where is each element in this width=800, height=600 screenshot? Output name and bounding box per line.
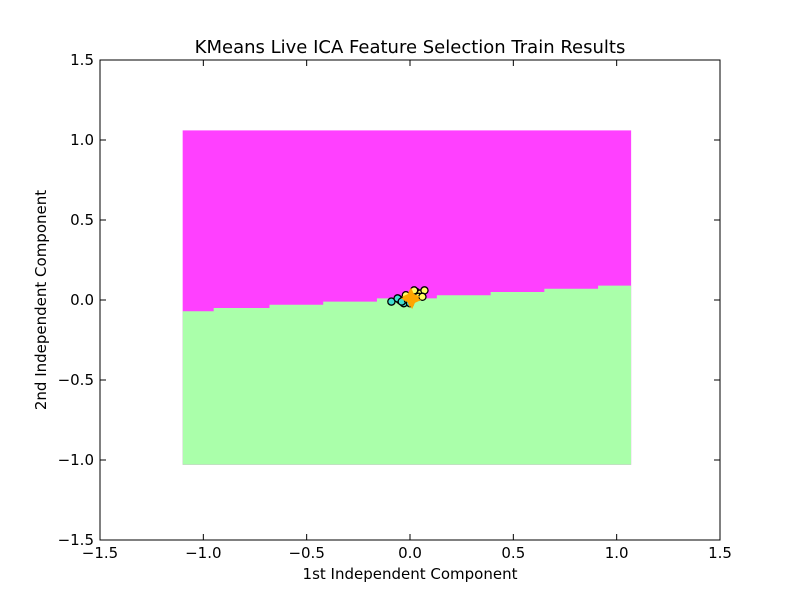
x-axis-title: 1st Independent Component	[303, 565, 518, 583]
x-tick-label: 1.0	[605, 544, 629, 562]
y-axis-title: 2nd Independent Component	[32, 190, 50, 410]
centroid-marker	[401, 287, 421, 307]
plot-area	[99, 59, 721, 541]
x-tick-label: 0.5	[501, 544, 525, 562]
x-tick-label: −0.5	[288, 544, 324, 562]
centroid-marker-part	[401, 292, 421, 301]
x-tick-label: −1.5	[82, 544, 118, 562]
y-tick-label: 0.0	[70, 291, 94, 309]
y-tick-label: 1.5	[70, 51, 94, 69]
y-tick-label: −0.5	[58, 371, 94, 389]
y-tick-label: 1.0	[70, 131, 94, 149]
region-lower	[182, 285, 632, 465]
y-tick-label: −1.0	[58, 451, 94, 469]
y-tick-label: −1.5	[58, 531, 94, 549]
chart-title: KMeans Live ICA Feature Selection Train …	[195, 37, 626, 58]
y-tick-label: 0.5	[70, 211, 94, 229]
x-tick-label: 0.0	[398, 544, 422, 562]
x-tick-label: −1.0	[185, 544, 221, 562]
x-tick-label: 1.5	[708, 544, 732, 562]
